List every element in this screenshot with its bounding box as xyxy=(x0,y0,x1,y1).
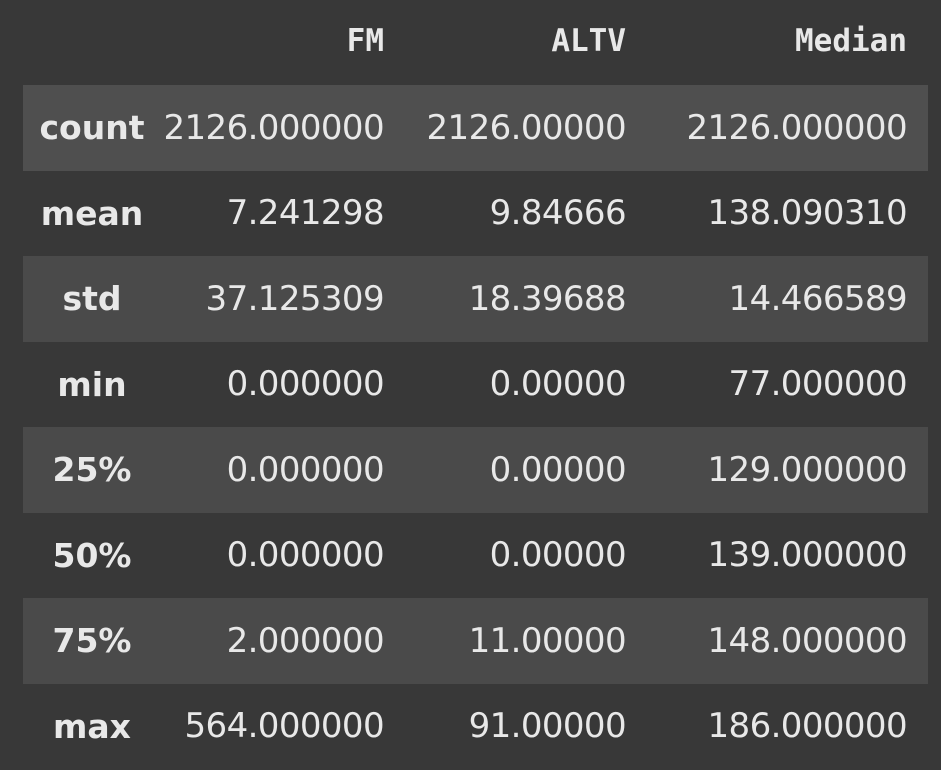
table-row-50: 50% 0.000000 0.00000 139.000000 xyxy=(23,512,928,598)
column-header-median: Median xyxy=(795,22,907,59)
cell-altv: 18.39688 xyxy=(468,278,627,319)
cell-altv: 0.00000 xyxy=(489,364,627,405)
cell-altv: 9.84666 xyxy=(489,193,627,234)
row-label: std xyxy=(62,279,122,319)
cell-fm: 0.000000 xyxy=(226,364,385,405)
cell-altv: 0.00000 xyxy=(489,535,627,576)
cell-fm: 0.000000 xyxy=(226,449,385,490)
row-label: mean xyxy=(40,193,144,233)
row-label: count xyxy=(39,108,145,148)
cell-altv: 0.00000 xyxy=(489,449,627,490)
cell-median: 77.000000 xyxy=(728,364,908,405)
cell-altv: 11.00000 xyxy=(468,620,627,661)
table-row-75: 75% 2.000000 11.00000 148.000000 xyxy=(23,598,928,684)
table-row-std: std 37.125309 18.39688 14.466589 xyxy=(23,256,928,342)
cell-fm: 0.000000 xyxy=(226,535,385,576)
row-label: 25% xyxy=(52,450,132,490)
table-row-max: max 564.000000 91.00000 186.000000 xyxy=(23,683,928,769)
cell-median: 148.000000 xyxy=(707,620,908,661)
row-label: 50% xyxy=(52,535,132,575)
table-row-count: count 2126.000000 2126.00000 2126.000000 xyxy=(23,85,928,171)
row-label: max xyxy=(53,706,131,746)
cell-fm: 37.125309 xyxy=(205,278,385,319)
cell-median: 2126.000000 xyxy=(686,107,907,148)
cell-median: 129.000000 xyxy=(707,449,908,490)
describe-table: FM ALTV Median count 2126.000000 2126.00… xyxy=(23,0,928,769)
column-header-altv: ALTV xyxy=(551,22,626,59)
cell-fm: 7.241298 xyxy=(226,193,385,234)
cell-median: 139.000000 xyxy=(707,535,908,576)
header-row: FM ALTV Median xyxy=(23,0,928,85)
index-header xyxy=(23,0,161,85)
cell-altv: 91.00000 xyxy=(468,706,627,747)
cell-median: 14.466589 xyxy=(728,278,908,319)
cell-median: 138.090310 xyxy=(707,193,908,234)
table-row-mean: mean 7.241298 9.84666 138.090310 xyxy=(23,170,928,256)
cell-median: 186.000000 xyxy=(707,706,908,747)
table-row-min: min 0.000000 0.00000 77.000000 xyxy=(23,341,928,427)
row-label: min xyxy=(57,364,127,404)
cell-fm: 2.000000 xyxy=(226,620,385,661)
row-label: 75% xyxy=(52,621,132,661)
table-row-25: 25% 0.000000 0.00000 129.000000 xyxy=(23,427,928,513)
column-header-fm: FM xyxy=(346,22,384,59)
cell-altv: 2126.00000 xyxy=(426,107,627,148)
cell-fm: 564.000000 xyxy=(184,706,385,747)
cell-fm: 2126.000000 xyxy=(163,107,384,148)
